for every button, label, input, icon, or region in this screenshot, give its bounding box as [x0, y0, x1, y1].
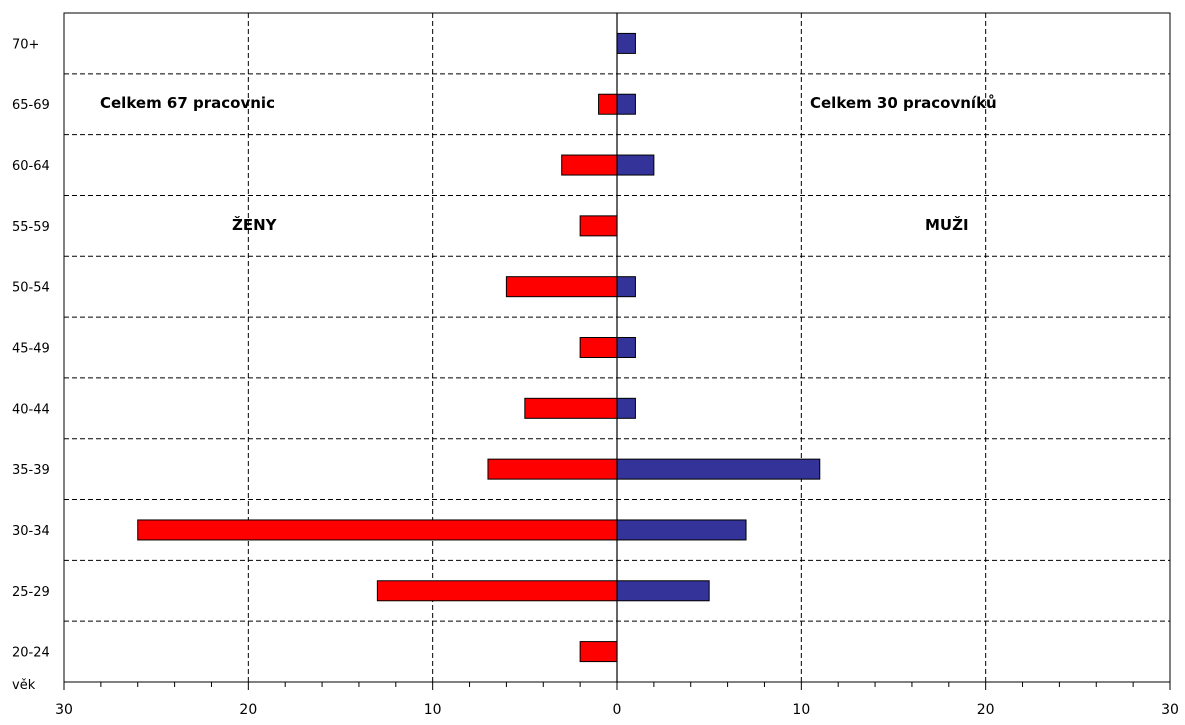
- category-label-35-39: 35-39: [12, 463, 50, 478]
- bar-women-55-59: [579, 215, 618, 237]
- axis-layer: 20-24 25-29 30-34 35-39 40-44 45-49 50-54 55-59…: [12, 13, 1179, 718]
- bar-men-45-49: [616, 337, 636, 358]
- bar-women-30-34: [137, 519, 618, 541]
- bar-women-65-69: [598, 93, 618, 115]
- category-label-60-64: 60-64: [12, 159, 50, 174]
- category-label-70+: 70+: [12, 37, 39, 52]
- bar-men-60-64: [616, 154, 655, 176]
- bar-layer: [137, 32, 821, 663]
- category-label-45-49: 45-49: [12, 342, 50, 357]
- bar-women-45-49: [579, 337, 618, 358]
- bar-women-40-44: [524, 397, 618, 419]
- bar-women-20-24: [579, 641, 618, 663]
- category-label-65-69: 65-69: [12, 98, 50, 113]
- category-label-25-29: 25-29: [12, 585, 50, 600]
- bar-men-30-34: [616, 519, 747, 541]
- x-tick-label: 0: [613, 702, 622, 718]
- x-tick-label: 30: [55, 702, 73, 718]
- bar-men-70+: [616, 32, 636, 54]
- x-tick-label: 10: [424, 702, 442, 718]
- category-label-30-34: 30-34: [12, 524, 50, 539]
- bar-men-65-69: [616, 93, 636, 115]
- x-tick-label: 10: [792, 702, 810, 718]
- bar-women-25-29: [376, 580, 618, 602]
- x-tick-label: 20: [977, 702, 995, 718]
- category-label-40-44: 40-44: [12, 402, 50, 417]
- category-label-50-54: 50-54: [12, 281, 50, 296]
- bar-women-35-39: [487, 458, 618, 480]
- label-layer: Celkem 67 pracovnic Celkem 30 pracovníků…: [12, 94, 997, 693]
- men-total-label: Celkem 30 pracovníků: [810, 94, 997, 112]
- x-tick-label: 30: [1161, 702, 1179, 718]
- bar-women-50-54: [505, 276, 618, 298]
- bar-men-35-39: [616, 458, 821, 480]
- bar-men-25-29: [616, 580, 710, 602]
- category-label-20-24: 20-24: [12, 646, 50, 661]
- category-axis-label: věk: [12, 678, 36, 693]
- women-total-label: Celkem 67 pracovnic: [100, 94, 275, 112]
- women-series-label: ŽENY: [232, 215, 278, 234]
- men-series-label: MUŽI: [925, 215, 969, 234]
- category-label-55-59: 55-59: [12, 220, 50, 235]
- bar-men-40-44: [616, 397, 636, 419]
- bar-women-60-64: [561, 154, 618, 176]
- x-tick-label: 20: [239, 702, 257, 718]
- bar-men-50-54: [616, 276, 636, 298]
